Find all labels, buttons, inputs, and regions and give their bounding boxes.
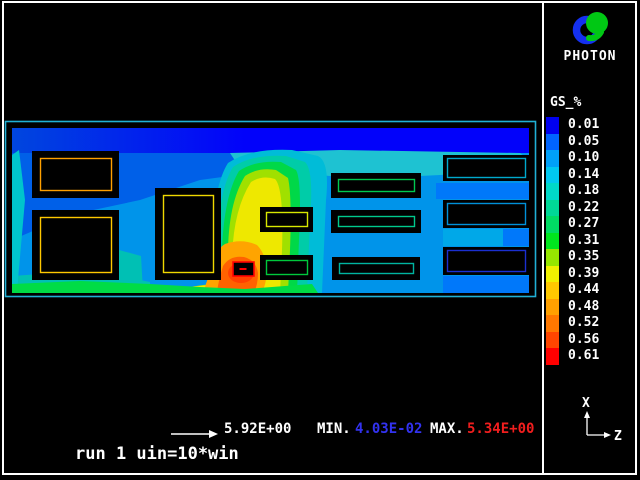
component-outline [338, 262, 415, 275]
legend-row: 0.31 [546, 232, 600, 249]
component-outline [265, 211, 309, 228]
legend-swatch [546, 348, 559, 365]
min-label: MIN. [317, 421, 351, 437]
legend-row: 0.44 [546, 282, 599, 299]
legend-row: 0.48 [546, 298, 600, 315]
axis-z-label: Z [614, 429, 622, 444]
legend-swatch [546, 232, 559, 249]
legend-swatch [546, 183, 559, 200]
max-label: MAX. [430, 421, 464, 437]
vector-scale-value: 5.92E+00 [224, 421, 292, 437]
legend-value: 0.18 [568, 183, 600, 198]
legend-row: 0.56 [546, 331, 600, 348]
app-name: PHOTON [563, 49, 617, 64]
legend-swatch [546, 282, 559, 299]
photon-logo-icon [572, 12, 608, 45]
legend-value: 0.52 [568, 315, 600, 330]
legend-swatch [546, 249, 559, 266]
plot-border [4, 120, 537, 298]
legend-swatch [546, 133, 559, 150]
component-outline [265, 259, 309, 276]
component-outline [337, 178, 416, 193]
legend-row: 0.14 [546, 166, 600, 183]
legend-value: 0.14 [568, 166, 600, 182]
legend-row: 0.05 [546, 133, 600, 150]
legend-value: 0.01 [568, 117, 600, 132]
legend-row: 0.10 [546, 150, 599, 167]
legend-value: 0.31 [568, 232, 600, 248]
component-rect [260, 207, 313, 232]
legend-row: 0.61 [546, 348, 599, 365]
legend-swatch [546, 315, 559, 332]
component-rect [331, 173, 421, 198]
legend-row: 0.18 [546, 183, 599, 200]
axis-x-label: X [582, 396, 590, 411]
legend-row: 0.39 [546, 265, 600, 282]
legend-swatch [546, 216, 559, 233]
legend-value: 0.39 [568, 265, 600, 281]
min-value: 4.03E-02 [355, 421, 423, 437]
component-outline [337, 215, 416, 228]
source-marker [232, 261, 255, 277]
legend-swatch [546, 331, 559, 348]
legend-row: 0.27 [546, 216, 599, 233]
axis-triad: X Z [582, 396, 622, 444]
window-border [2, 1, 637, 475]
legend-value: 0.35 [568, 249, 600, 264]
component-rect [260, 255, 313, 280]
component-outline [39, 157, 113, 192]
legend-row: 0.35 [546, 249, 599, 266]
reference-vector-arrow [171, 430, 218, 438]
legend-row: 0.22 [546, 199, 600, 216]
legend-title: GS_% [550, 95, 582, 110]
legend-colorbar: 0.01 0.05 0.10 0.14 0.18 0.22 0.27 0.31 0.35 0.39… [546, 117, 599, 365]
component-rect [331, 210, 421, 233]
legend-row: 0.52 [546, 315, 599, 332]
legend-swatch [546, 166, 559, 183]
panel-separator [542, 1, 544, 475]
legend-value: 0.61 [568, 348, 600, 363]
max-value: 5.34E+00 [467, 421, 535, 437]
component-rect [443, 155, 529, 181]
component-outline [446, 202, 527, 226]
legend-value: 0.48 [568, 298, 600, 314]
component-rect [443, 200, 529, 228]
legend-value: 0.44 [568, 282, 600, 297]
legend-value: 0.22 [568, 199, 600, 215]
run-title: run 1 uin=10*win [75, 444, 239, 464]
legend-value: 0.10 [568, 150, 600, 165]
legend-swatch [546, 117, 559, 134]
legend-value: 0.05 [568, 133, 600, 149]
component-obstacles [32, 151, 529, 280]
legend-swatch [546, 199, 559, 216]
component-outline [446, 157, 527, 179]
component-outline [39, 216, 113, 274]
component-rect [332, 257, 420, 280]
component-outline [446, 249, 527, 273]
legend-swatch [546, 265, 559, 282]
component-outline [162, 194, 215, 274]
component-rect [443, 247, 529, 275]
contour-plot-canvas[interactable] [0, 0, 543, 480]
component-rect [32, 210, 119, 280]
legend-swatch [546, 298, 559, 315]
legend-value: 0.27 [568, 216, 600, 231]
component-rect [155, 188, 221, 280]
legend-row: 0.01 [546, 117, 599, 134]
legend-swatch [546, 150, 559, 167]
legend-value: 0.56 [568, 331, 600, 347]
